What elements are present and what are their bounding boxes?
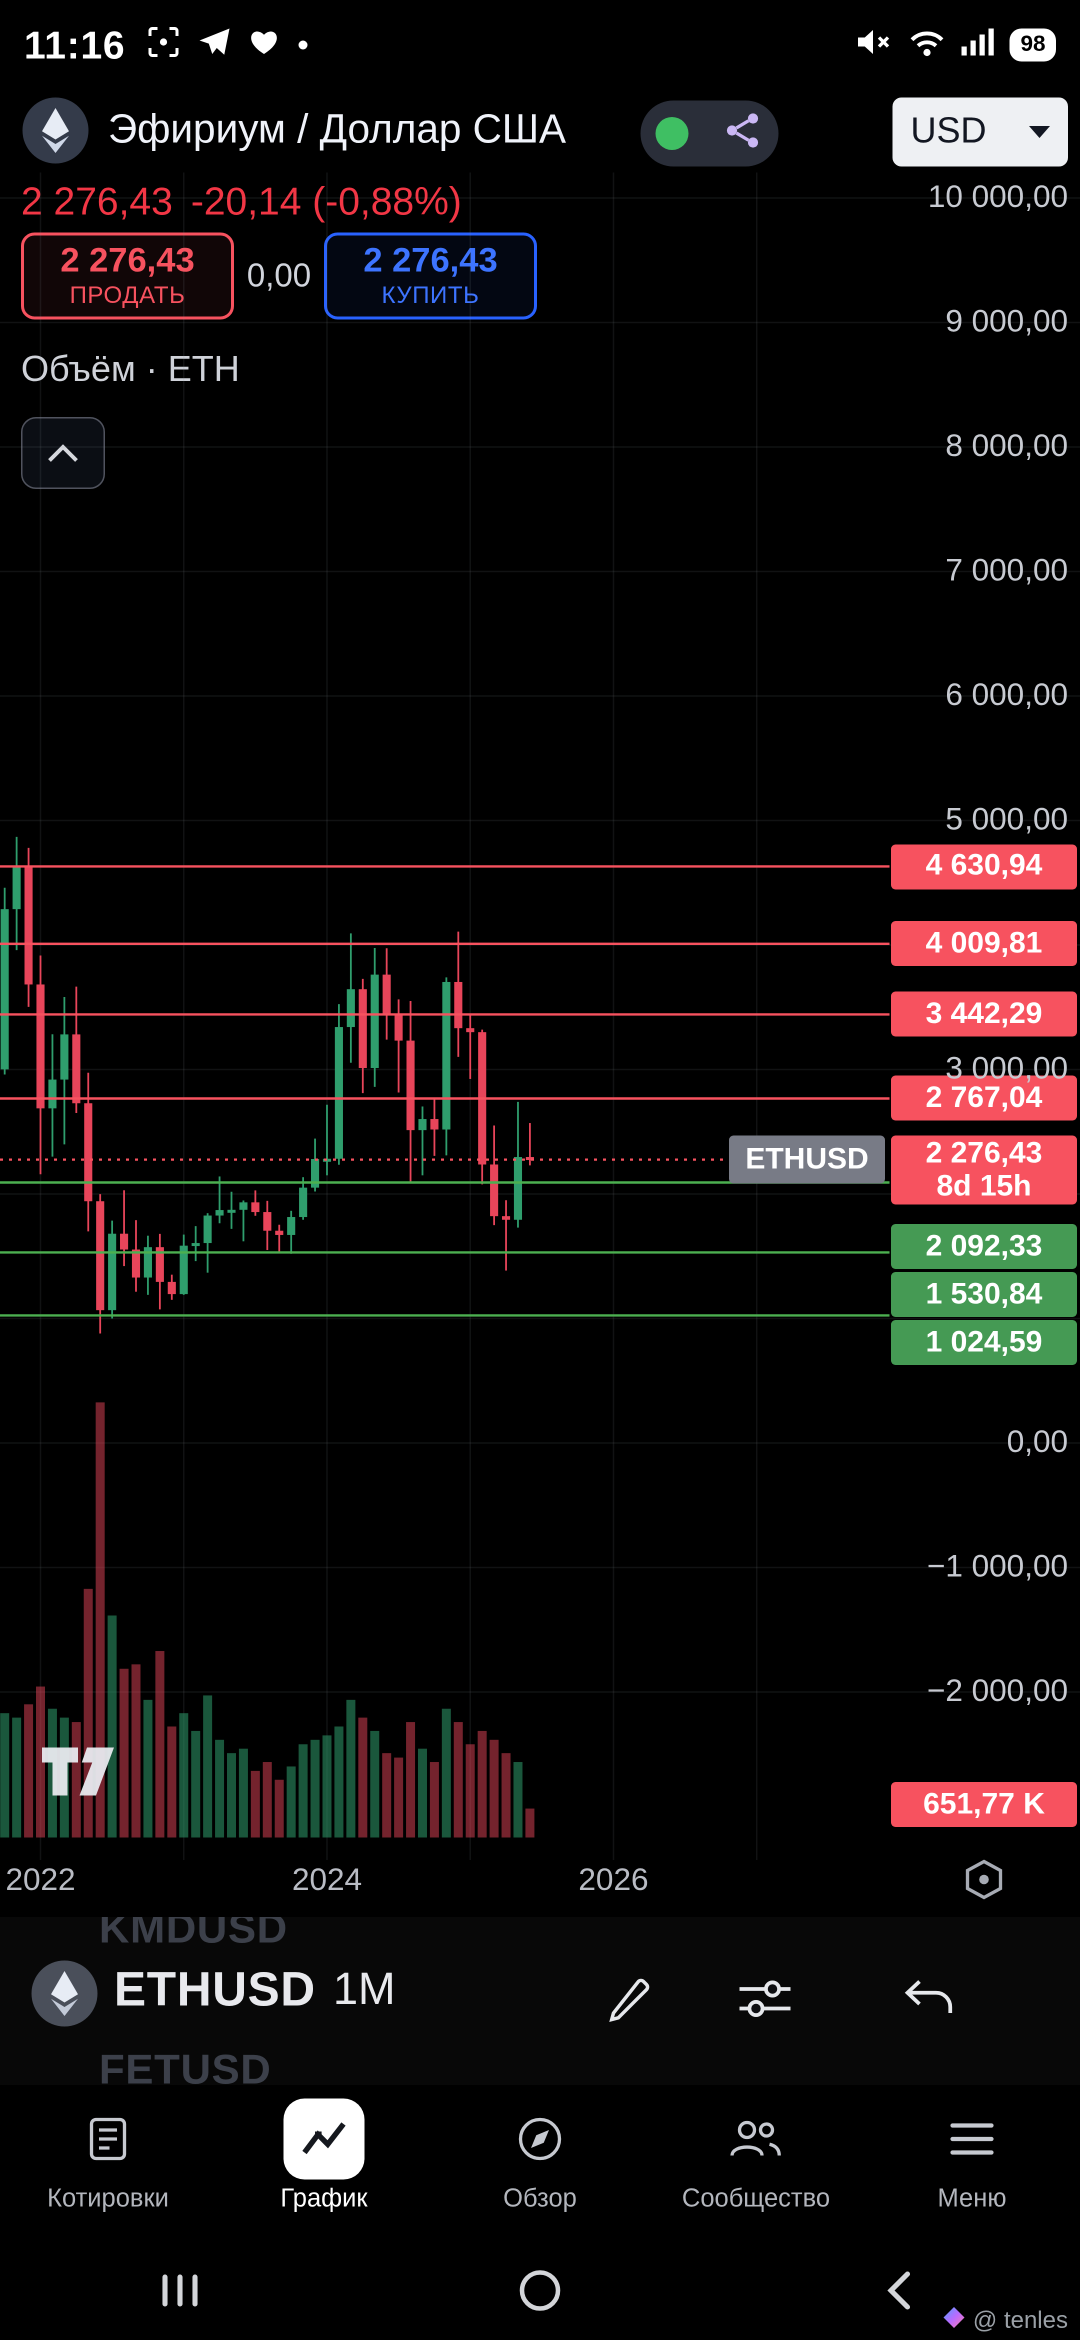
bottom-navigation: Котировки График Обзор Сообщество Меню: [0, 2085, 1080, 2241]
home-button[interactable]: [480, 2267, 600, 2315]
back-button[interactable]: [840, 2268, 960, 2313]
notification-dot-icon: [296, 32, 308, 59]
quote-row: 2 276,43 -20,14 (-0,88%): [21, 179, 462, 226]
pair-title: Эфириум / Доллар США: [108, 106, 567, 152]
recents-button[interactable]: [120, 2271, 240, 2310]
buy-label: КУПИТЬ: [381, 284, 480, 310]
sell-price: 2 276,43: [60, 240, 195, 280]
ethereum-logo-icon: [21, 96, 90, 173]
nav-item-menu[interactable]: Меню: [864, 2085, 1080, 2241]
currency-select[interactable]: USD: [892, 97, 1068, 167]
chart-icon: [283, 2098, 365, 2180]
spread-value: 0,00: [246, 256, 312, 295]
sliders-icon: [739, 1980, 791, 2017]
tradingview-logo-icon: [39, 1745, 126, 1807]
nav-label: Котировки: [47, 2184, 169, 2213]
nav-item-community[interactable]: Сообщество: [648, 2085, 864, 2241]
collapse-panel-button[interactable]: [21, 417, 105, 489]
status-bar: 11:16 98: [0, 0, 1080, 90]
time-axis-label: 2024: [291, 1863, 363, 1898]
chart-settings-icon[interactable]: [951, 1850, 1017, 1916]
watermark-text: @ tenles: [972, 2307, 1068, 2334]
screenshot-icon: [146, 25, 179, 66]
hamburger-menu-icon: [947, 2097, 998, 2181]
symbol-wheel-prev[interactable]: KMDUSD: [99, 1917, 288, 1952]
undo-arrow-icon: [904, 1980, 953, 2013]
live-dot-icon: [655, 117, 689, 150]
draw-tool-button[interactable]: [588, 1956, 672, 2040]
mute-icon: [854, 25, 893, 66]
heart-icon: [248, 28, 278, 63]
watchlist-icon: [83, 2097, 134, 2181]
chevron-up-icon: [48, 444, 78, 462]
chevron-down-icon: [1029, 126, 1050, 138]
time-axis-label: 2022: [5, 1863, 76, 1898]
sell-label: ПРОДАТЬ: [69, 284, 186, 310]
gem-icon: [942, 2307, 964, 2336]
buy-button[interactable]: 2 276,43 КУПИТЬ: [324, 232, 537, 320]
symbol-icon: [30, 1959, 99, 2036]
compass-icon: [515, 2097, 566, 2181]
nav-label: Обзор: [503, 2184, 577, 2213]
interval-selector[interactable]: 1M: [333, 1965, 396, 2015]
symbol-bar: KMDUSD ETHUSD 1M FETUSD: [0, 1917, 1080, 2085]
candlestick-chart[interactable]: [0, 172, 1080, 1861]
people-icon: [726, 2097, 786, 2181]
price-change: -20,14 (-0,88%): [190, 178, 462, 224]
buy-price: 2 276,43: [363, 240, 498, 280]
last-price: 2 276,43: [21, 178, 173, 224]
currency-select-value: USD: [910, 111, 987, 152]
nav-item-overview[interactable]: Обзор: [432, 2085, 648, 2241]
symbol-wheel-next[interactable]: FETUSD: [99, 2046, 272, 2085]
volume-indicator-label: Объём · ETH: [21, 349, 240, 391]
wifi-icon: [908, 26, 947, 64]
nav-item-quotes[interactable]: Котировки: [0, 2085, 216, 2241]
share-pill[interactable]: [640, 100, 779, 167]
android-navigation-bar: [0, 2241, 1080, 2340]
indicators-button[interactable]: [723, 1956, 807, 2040]
undo-button[interactable]: [885, 1956, 969, 2040]
chart-area[interactable]: ETHUSD 2 276,43 8d 15h 651,77 K 4 630,94…: [0, 172, 1080, 1861]
clock: 11:16: [24, 21, 126, 67]
watermark-credit: @ tenles: [942, 2307, 1068, 2336]
nav-label: График: [280, 2184, 368, 2213]
telegram-icon: [197, 26, 230, 64]
cell-signal-icon: [961, 26, 995, 64]
share-nodes-icon: [722, 109, 764, 159]
sell-button[interactable]: 2 276,43 ПРОДАТЬ: [21, 232, 234, 320]
nav-label: Сообщество: [681, 2184, 831, 2213]
battery-indicator: 98: [1009, 28, 1056, 62]
symbol-name[interactable]: ETHUSD: [114, 1962, 316, 2016]
time-axis-label: 2026: [578, 1863, 649, 1898]
nav-item-chart[interactable]: График: [216, 2085, 432, 2241]
pencil-icon: [609, 1978, 650, 2023]
nav-label: Меню: [937, 2184, 1007, 2213]
time-axis[interactable]: 2022 2024 2026: [0, 1860, 1080, 1914]
